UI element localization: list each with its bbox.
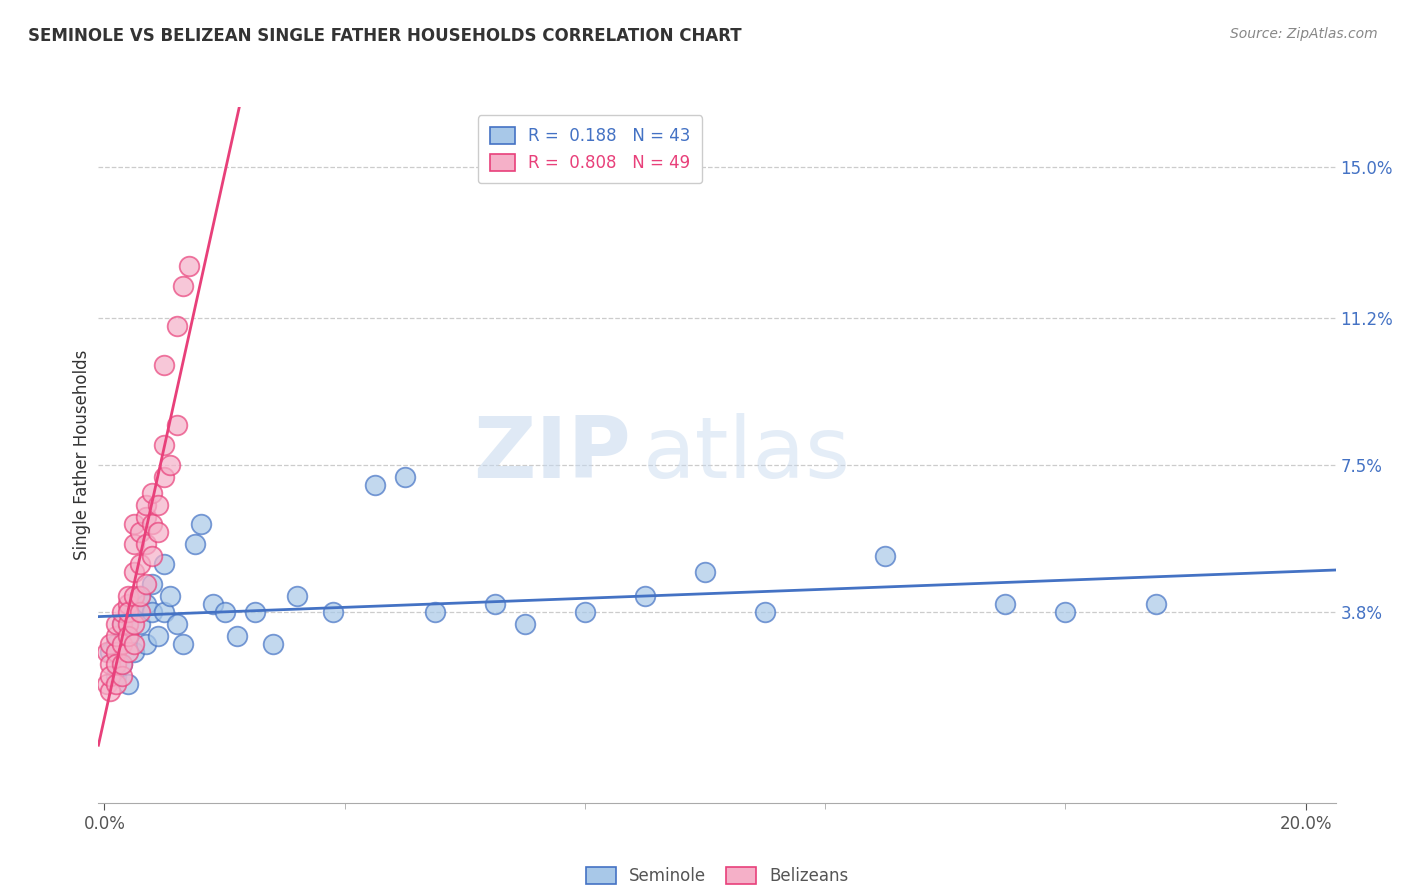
Point [111,616,134,631]
Point [129,589,152,603]
Point [166,418,188,433]
Text: Source: ZipAtlas.com: Source: ZipAtlas.com [1230,27,1378,41]
Point [148,498,170,512]
Point [105,629,128,643]
Point [166,318,188,333]
Point [129,616,152,631]
Point [124,637,146,651]
Point [201,597,224,611]
Point [105,676,128,690]
Point [172,637,194,651]
Point [423,605,446,619]
Point [135,597,157,611]
Point [177,259,200,273]
Point [172,279,194,293]
Point [364,477,387,491]
Point [574,605,596,619]
Point [214,605,236,619]
Point [135,637,157,651]
Point [634,589,657,603]
Point [994,597,1017,611]
Point [124,589,146,603]
Point [111,616,134,631]
Point [129,525,152,540]
Point [117,645,139,659]
Point [124,616,146,631]
Point [105,616,128,631]
Point [124,645,146,659]
Point [135,537,157,551]
Point [693,565,716,579]
Point [190,517,212,532]
Point [105,657,128,671]
Legend: Seminole, Belizeans: Seminole, Belizeans [579,860,855,891]
Point [141,549,163,564]
Point [117,616,139,631]
Point [124,605,146,619]
Point [111,637,134,651]
Point [141,485,163,500]
Point [153,558,176,572]
Point [100,645,122,659]
Point [124,565,146,579]
Point [135,498,157,512]
Y-axis label: Single Father Households: Single Father Households [73,350,91,560]
Point [513,616,536,631]
Point [135,577,157,591]
Point [141,517,163,532]
Point [117,629,139,643]
Point [100,657,122,671]
Point [129,558,152,572]
Point [243,605,266,619]
Point [129,589,152,603]
Point [159,589,181,603]
Point [111,668,134,682]
Point [105,668,128,682]
Point [124,537,146,551]
Point [394,470,416,484]
Point [100,668,122,682]
Point [322,605,344,619]
Point [111,657,134,671]
Point [105,645,128,659]
Point [135,509,157,524]
Point [484,597,506,611]
Point [166,616,188,631]
Point [1054,605,1077,619]
Point [183,537,205,551]
Point [117,605,139,619]
Point [96,645,118,659]
Text: ZIP: ZIP [472,413,630,497]
Point [148,525,170,540]
Point [153,438,176,452]
Point [117,676,139,690]
Point [1144,597,1167,611]
Point [105,637,128,651]
Point [225,629,247,643]
Point [129,605,152,619]
Point [117,629,139,643]
Text: atlas: atlas [643,413,851,497]
Point [875,549,897,564]
Point [148,629,170,643]
Point [262,637,284,651]
Point [100,684,122,698]
Point [96,676,118,690]
Point [159,458,181,472]
Point [124,517,146,532]
Point [141,605,163,619]
Point [117,597,139,611]
Point [141,577,163,591]
Point [285,589,308,603]
Point [111,605,134,619]
Point [117,589,139,603]
Point [100,637,122,651]
Point [754,605,776,619]
Point [153,605,176,619]
Text: SEMINOLE VS BELIZEAN SINGLE FATHER HOUSEHOLDS CORRELATION CHART: SEMINOLE VS BELIZEAN SINGLE FATHER HOUSE… [28,27,742,45]
Point [111,657,134,671]
Point [153,359,176,373]
Point [153,470,176,484]
